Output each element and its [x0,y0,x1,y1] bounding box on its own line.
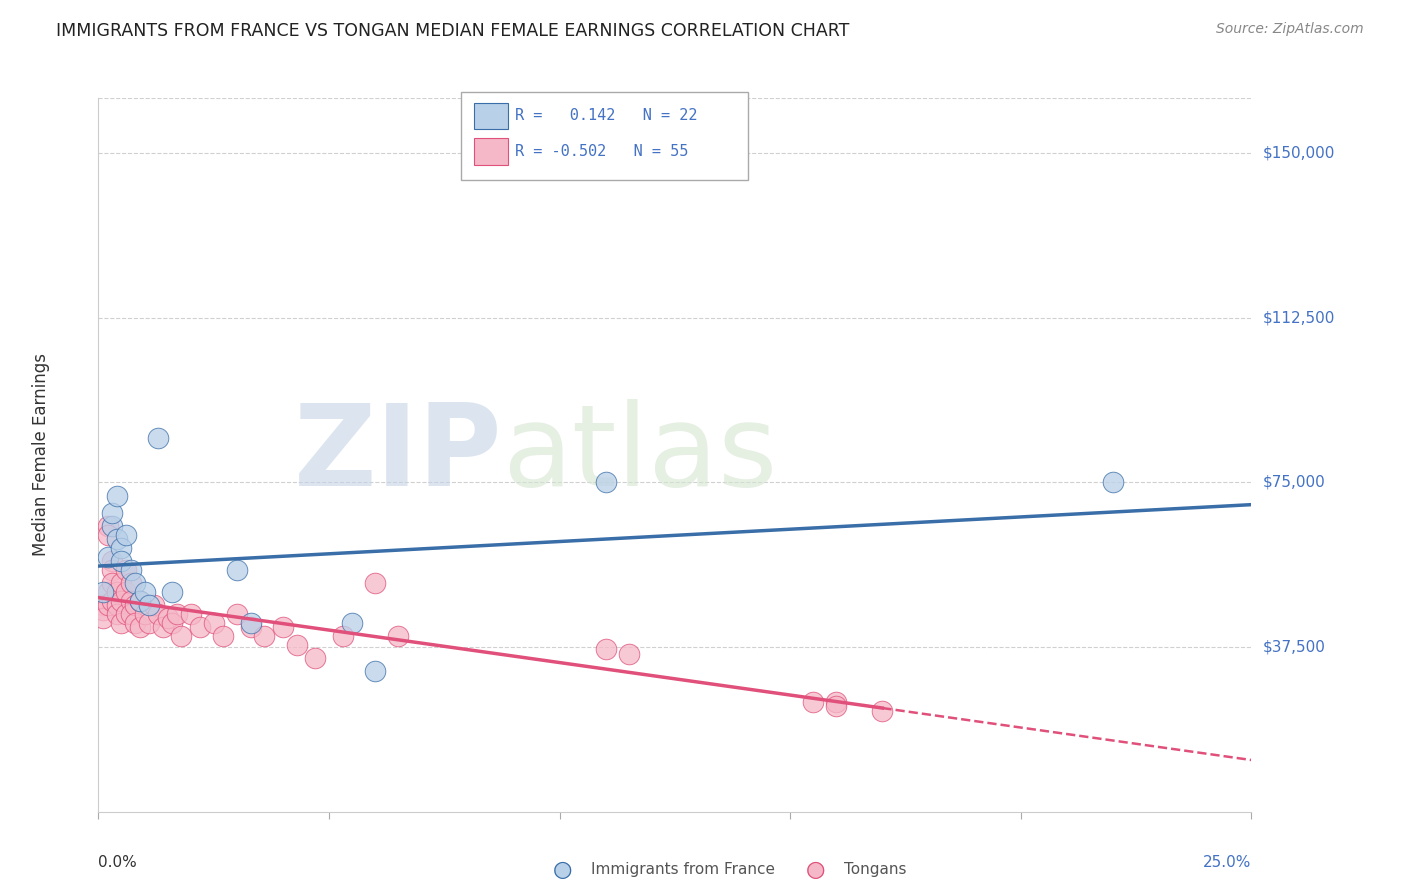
Point [364,664,387,678]
Text: $150,000: $150,000 [1263,145,1334,161]
Text: R = -0.502   N = 55: R = -0.502 N = 55 [515,145,688,159]
Text: $112,500: $112,500 [1263,310,1334,326]
Point [156,611,179,625]
Point [225,563,247,577]
Point [617,647,640,661]
Point [120,563,142,577]
Point [110,541,132,556]
Point [91,603,114,617]
Point [138,615,160,630]
Point [152,620,174,634]
Text: Tongans: Tongans [844,863,905,877]
Point [101,576,124,591]
Point [160,615,183,630]
Point [188,620,211,634]
Point [91,585,114,599]
Point [340,615,363,630]
Text: ○: ○ [553,860,572,880]
Point [134,585,156,599]
Point [285,638,308,652]
Point [129,594,152,608]
Point [134,607,156,621]
Point [105,489,128,503]
Point [129,594,152,608]
Text: $75,000: $75,000 [1263,475,1326,490]
Point [225,607,247,621]
Point [101,519,124,533]
Point [120,576,142,591]
Text: 25.0%: 25.0% [1204,855,1251,870]
Point [1102,475,1125,490]
Text: Immigrants from France: Immigrants from France [591,863,775,877]
Point [115,585,138,599]
Point [120,594,142,608]
Point [110,594,132,608]
Point [166,607,188,621]
Text: Source: ZipAtlas.com: Source: ZipAtlas.com [1216,22,1364,37]
Point [138,599,160,613]
Text: 0.0%: 0.0% [98,855,138,870]
Point [239,615,262,630]
Point [148,607,170,621]
Point [97,549,120,564]
Point [101,506,124,520]
Point [97,599,120,613]
Point [180,607,202,621]
Text: IMMIGRANTS FROM FRANCE VS TONGAN MEDIAN FEMALE EARNINGS CORRELATION CHART: IMMIGRANTS FROM FRANCE VS TONGAN MEDIAN … [56,22,849,40]
Point [170,629,193,643]
Point [825,695,848,709]
Point [110,554,132,568]
Point [115,607,138,621]
Text: ●: ● [806,860,825,880]
Point [124,576,146,591]
Point [101,554,124,568]
Point [304,651,326,665]
Point [97,519,120,533]
Point [801,695,824,709]
Point [364,576,387,591]
Point [115,528,138,542]
Point [253,629,276,643]
Point [120,607,142,621]
Point [101,563,124,577]
Point [97,585,120,599]
Text: $37,500: $37,500 [1263,640,1326,655]
Point [105,533,128,547]
Point [124,615,146,630]
Point [110,615,132,630]
Point [595,475,617,490]
Point [160,585,183,599]
Point [142,599,165,613]
Point [105,607,128,621]
Point [332,629,354,643]
Point [202,615,225,630]
Point [212,629,235,643]
Text: ●: ● [553,860,572,880]
Point [124,599,146,613]
Point [387,629,409,643]
Text: ZIP: ZIP [294,400,502,510]
Point [595,642,617,657]
Point [97,528,120,542]
Point [148,432,170,446]
Point [115,563,138,577]
Text: Median Female Earnings: Median Female Earnings [32,353,49,557]
Text: R =   0.142   N = 22: R = 0.142 N = 22 [515,109,697,123]
Point [129,620,152,634]
Text: atlas: atlas [502,400,778,510]
Point [110,576,132,591]
Point [872,704,894,718]
Point [105,599,128,613]
Point [105,585,128,599]
Point [271,620,294,634]
Text: ○: ○ [806,860,825,880]
Point [91,599,114,613]
Point [825,699,848,714]
Point [239,620,262,634]
Point [101,594,124,608]
Point [91,611,114,625]
